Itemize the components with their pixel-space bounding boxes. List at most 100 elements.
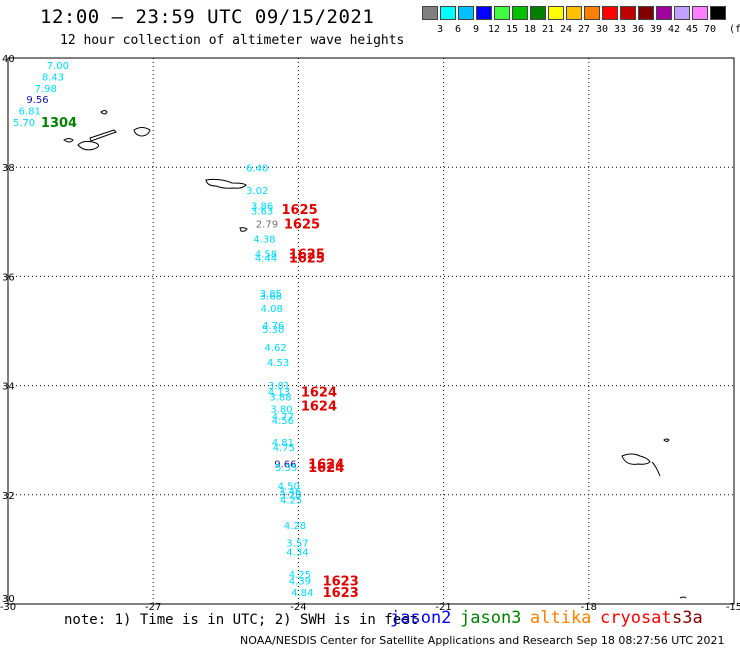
wave-height-value: 6.40	[246, 164, 268, 175]
mission-label-jason2: jason2	[390, 608, 452, 628]
color-swatch	[548, 6, 564, 20]
wave-height-value: 4.56	[272, 416, 294, 427]
longitude-tick-label: -15	[726, 602, 740, 610]
mission-label-cryosat: cryosat	[600, 608, 672, 628]
wave-height-value: 3.88	[269, 393, 291, 404]
wave-height-value: 3.63	[251, 206, 273, 217]
color-scale-label: 39	[649, 24, 663, 35]
wave-height-value: 7.98	[35, 84, 57, 95]
wave-height-value: 4.38	[253, 235, 275, 246]
island-porto-santo	[663, 438, 670, 442]
wave-height-value: 8.43	[42, 73, 64, 84]
color-swatch	[566, 6, 582, 20]
color-scale-label: 30	[595, 24, 609, 35]
wave-height-value: 4.77	[272, 412, 294, 423]
footnote: note: 1) Time is in UTC; 2) SWH is in fe…	[64, 612, 419, 628]
wave-height-value: 9.56	[26, 95, 48, 106]
color-swatch	[602, 6, 618, 20]
wave-height-value: 2.79	[256, 219, 278, 230]
color-scale-label: 24	[559, 24, 573, 35]
wave-height-value: 6.81	[19, 106, 41, 117]
island-pico	[77, 140, 100, 151]
wave-height-value: 3.86	[251, 201, 273, 212]
wave-height-value: 4.08	[261, 304, 283, 315]
color-swatch	[458, 6, 474, 20]
pass-time-label: 1623	[323, 575, 359, 590]
longitude-tick-label: -18	[581, 602, 597, 610]
color-scale-label: 27	[577, 24, 591, 35]
color-scale-label: 36	[631, 24, 645, 35]
wave-height-value: 3.28	[279, 490, 301, 501]
latitude-tick-label: 36	[2, 272, 15, 283]
pass-time-label: 1625	[284, 217, 320, 232]
island-flores	[100, 110, 108, 115]
wave-height-value: 7.00	[47, 61, 69, 72]
color-scale-label: 21	[541, 24, 555, 35]
color-scale-label: 15	[505, 24, 519, 35]
wave-height-value: 9.66	[274, 460, 296, 471]
wave-height-value: 3.02	[246, 186, 268, 197]
wave-height-value: 4.81	[272, 438, 294, 449]
color-swatch	[638, 6, 654, 20]
color-scale-label: 9	[472, 24, 480, 35]
color-scale-label: 70	[703, 24, 717, 35]
pass-time-label: 1624	[301, 386, 337, 401]
color-scale-label: 18	[523, 24, 537, 35]
island-madeira	[621, 453, 651, 465]
color-swatch	[422, 6, 438, 20]
color-swatch	[494, 6, 510, 20]
wave-height-value: 3.68	[260, 292, 282, 303]
color-swatch	[710, 6, 726, 20]
wave-height-value: 5.30	[262, 325, 284, 336]
color-swatch	[656, 6, 672, 20]
pass-time-label: 1625	[289, 251, 325, 266]
island-faial	[63, 138, 74, 143]
map-title: 12:00 – 23:59 UTC 09/15/2021	[40, 6, 375, 28]
color-scale-label: 42	[667, 24, 681, 35]
island-outlines	[63, 110, 687, 599]
island-santa-maria	[239, 227, 248, 232]
wave-height-value: 4.25	[289, 570, 311, 581]
pass-time-labels: 1304162516251625162516241624162416241623…	[41, 116, 359, 601]
wave-height-value: 5.35	[275, 463, 297, 474]
color-swatch	[530, 6, 546, 20]
wave-height-value: 4.53	[267, 358, 289, 369]
pass-time-label: 1624	[308, 461, 344, 476]
pass-time-label: 1623	[323, 586, 359, 601]
unit-label: (ft)	[729, 24, 740, 35]
color-swatch	[512, 6, 528, 20]
wave-height-value: 4.50	[278, 482, 300, 493]
color-scale-label: 33	[613, 24, 627, 35]
color-swatch	[674, 6, 690, 20]
wave-height-value: 4.76	[262, 321, 284, 332]
graticule	[8, 58, 734, 604]
island-sao-miguel	[205, 178, 247, 189]
pass-time-label: 1624	[301, 399, 337, 414]
latitude-tick-label: 40	[2, 54, 15, 65]
latitude-tick-label: 34	[2, 382, 15, 393]
altimeter-map: -30 -27 -24 -21 -18 -15 40 38 36 34 32 30 7.008.437…	[0, 54, 740, 610]
axis-ticks: -30 -27 -24 -21 -18 -15 40 38 36 34 32 30	[0, 54, 740, 610]
island-selvagens	[679, 596, 687, 599]
color-swatch	[692, 6, 708, 20]
longitude-tick-label: -21	[435, 602, 451, 610]
island-terceira	[133, 127, 151, 137]
wave-height-value: 4.28	[284, 521, 306, 532]
pass-time-label: 1304	[41, 116, 77, 131]
wave-height-value: 3.57	[286, 538, 308, 549]
wave-height-value: 4.44	[255, 253, 277, 264]
map-frame	[7, 57, 735, 605]
pass-time-label: 1625	[281, 203, 317, 218]
wave-height-value: 4.58	[255, 249, 277, 260]
pass-time-label: 1625	[289, 247, 325, 262]
longitude-tick-label: -27	[145, 602, 161, 610]
latitude-tick-label: 30	[2, 594, 15, 605]
wave-height-value: 3.80	[270, 405, 292, 416]
longitude-tick-label: -30	[0, 602, 16, 610]
color-swatch	[620, 6, 636, 20]
island-sao-jorge	[89, 129, 117, 142]
wave-height-value: 4.84	[291, 588, 313, 599]
wave-height-value: 4.34	[286, 548, 308, 559]
latitude-tick-label: 38	[2, 163, 15, 174]
longitude-tick-label: -24	[290, 602, 306, 610]
